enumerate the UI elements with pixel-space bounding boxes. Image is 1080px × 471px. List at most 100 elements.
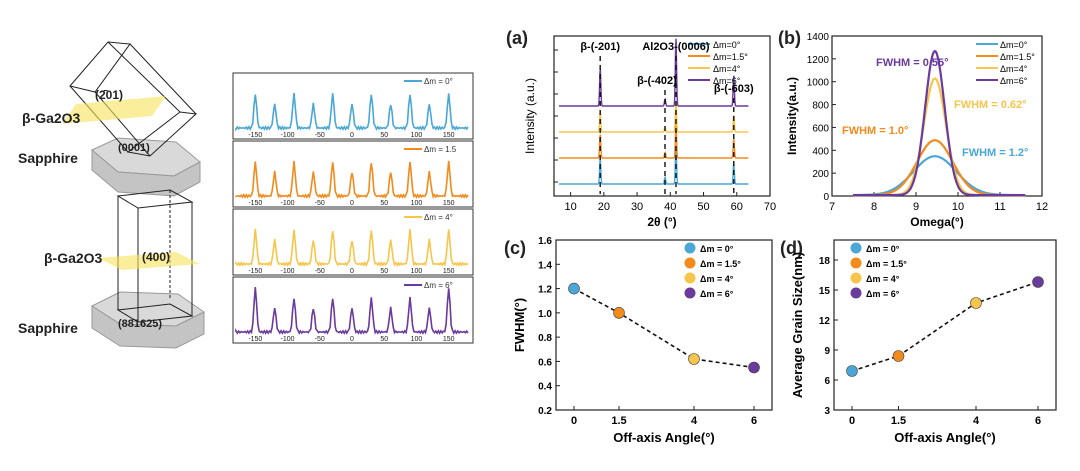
rc-y-tick-label: 400 <box>812 146 829 157</box>
rc-fwhm-annotation: FWHM = 0.62° <box>954 99 1027 111</box>
scatter-legend-marker <box>850 272 862 284</box>
top-substrate-shape <box>91 137 201 197</box>
scatter-x-tick-label: 1.5 <box>611 415 626 427</box>
rc-series-line <box>853 50 1026 197</box>
scatter-x-tick-label: 0 <box>849 415 855 427</box>
bottom-plane-highlight <box>98 252 200 270</box>
phi-tick-label: -100 <box>281 268 295 275</box>
phi-series-line <box>235 92 469 132</box>
scatter-y-tick-label: 9 <box>824 346 830 357</box>
top-layer-label: β-Ga2O3 <box>22 110 81 126</box>
rc-y-tick-label: 600 <box>812 123 829 134</box>
phi-tick-label: 50 <box>380 268 388 275</box>
rc-x-tick-label: 7 <box>829 201 835 213</box>
scatter-legend-marker <box>684 242 696 254</box>
panel-d-label: (d) <box>780 238 803 258</box>
scatter-y-tick-label: 12 <box>819 316 831 327</box>
rocking-curve-chart: 7 8 9 10 11 12 0 200 400 600 800 1000 1200 1400 Omega(… <box>786 32 1048 229</box>
scatter-x-tick-label: 6 <box>1035 415 1041 427</box>
top-plane-label: (2̄01) <box>95 88 124 102</box>
rc-x-tick-label: 9 <box>913 201 919 213</box>
xrd-chart: 10 20 30 40 50 60 70 2θ (°) Intensity (a.u.) Δm=0… <box>523 35 776 229</box>
phi-tick-label: -50 <box>315 200 325 207</box>
xrd-x-tick-label: 50 <box>697 201 709 213</box>
phi-tick-label: 50 <box>380 336 388 343</box>
xrd-x-tick-label: 40 <box>664 201 676 213</box>
scatter-legend-label: Δm = 4° <box>700 274 734 284</box>
crystal-schematic <box>62 41 205 349</box>
rc-y-tick-label: 1000 <box>807 78 830 89</box>
scatter-y-tick-label: 15 <box>819 286 831 297</box>
rc-legend-label: Δm=4° <box>1000 64 1028 74</box>
xrd-legend-label: Δm=0° <box>713 40 741 50</box>
scatter-y-tick-label: 3 <box>824 406 830 417</box>
scatter-legend-marker <box>850 287 862 299</box>
rc-y-axis-label: Intensity(a.u.) <box>786 77 799 155</box>
scatter-y-tick-label: 6 <box>824 376 830 387</box>
phi-tick-label: -150 <box>248 268 262 275</box>
xrd-legend-label: Δm=1.5° <box>713 52 748 62</box>
phi-tick-label: 100 <box>411 336 423 343</box>
xrd-legend-label: Δm=6° <box>713 76 741 86</box>
scatter-point <box>568 282 580 295</box>
scatter-point <box>748 361 760 374</box>
scatter-y-tick-label: 1.6 <box>538 236 552 247</box>
scatter-legend-marker <box>850 257 862 269</box>
rc-fwhm-annotation: FWHM = 0.55° <box>876 57 949 69</box>
top-substrate-plane-label: (0001) <box>118 142 150 154</box>
xrd-peak-label: Al2O3-(0006) <box>642 41 710 53</box>
scatter-point <box>970 297 982 309</box>
rc-y-tick-label: 1200 <box>807 55 830 66</box>
scatter-legend-marker <box>684 272 696 284</box>
phi-tick-label: 0 <box>350 336 354 343</box>
scatter-y-tick-label: 0.8 <box>538 333 552 344</box>
scatter-trend-line <box>573 287 755 369</box>
phi-legend-label: Δm = 1.5 <box>424 145 457 154</box>
scatter-y-tick-label: 0.4 <box>538 382 552 393</box>
rc-y-tick-label: 800 <box>812 101 829 112</box>
grain-size-chart: 0 1.5 4 6 3 6 9 12 15 18 Off-axis Angle(°) Average … <box>790 239 1057 445</box>
bottom-substrate-label: Sapphire <box>18 320 78 336</box>
scatter-legend-marker <box>850 242 862 254</box>
phi-legend-label: Δm = 0° <box>424 77 453 86</box>
phi-tick-label: -150 <box>248 200 262 207</box>
panel-a-label: (a) <box>506 28 528 48</box>
scatter-legend-label: Δm = 6° <box>700 289 734 299</box>
bottom-substrate-plane-label: (88̄1625) <box>118 318 163 330</box>
xrd-peak-label: β-(-402) <box>637 75 677 87</box>
top-plane-highlight <box>62 96 166 124</box>
xrd-x-tick-label: 70 <box>764 201 776 213</box>
rc-frame <box>831 35 1043 197</box>
scatter-point <box>613 307 625 319</box>
xrd-peak-label: β-(-201) <box>580 41 620 53</box>
panel-c-label: (c) <box>504 238 526 258</box>
rc-fwhm-annotation: FWHM = 1.2° <box>962 147 1028 159</box>
phi-tick-label: 50 <box>380 200 388 207</box>
scatter-point <box>1032 276 1044 288</box>
phi-tick-label: 150 <box>443 336 455 343</box>
scatter-y-axis-label: FWHM(°) <box>512 298 527 352</box>
phi-tick-label: 100 <box>411 200 423 207</box>
rc-fwhm-annotation: FWHM = 1.0° <box>842 125 908 137</box>
rc-y-tick-label: 1400 <box>807 32 830 43</box>
scatter-legend-label: Δm = 0° <box>866 244 900 254</box>
phi-tick-label: -50 <box>315 268 325 275</box>
scatter-x-tick-label: 1.5 <box>891 415 906 427</box>
xrd-x-tick-label: 30 <box>631 201 643 213</box>
scatter-legend-label: Δm = 6° <box>866 289 900 299</box>
scatter-x-tick-label: 0 <box>571 415 577 427</box>
xrd-y-axis-label: Intensity (a.u.) <box>523 78 537 154</box>
rc-legend-label: Δm=1.5° <box>1000 52 1035 62</box>
xrd-peak-label: β-(-603) <box>714 83 754 95</box>
bottom-plane-label: (400) <box>142 250 171 264</box>
xrd-x-tick-label: 60 <box>731 201 743 213</box>
scatter-legend-label: Δm = 0° <box>700 244 734 254</box>
scatter-legend-label: Δm = 1.5° <box>700 259 741 269</box>
scatter-legend-marker <box>684 257 696 269</box>
phi-tick-label: 0 <box>350 200 354 207</box>
phi-tick-label: 150 <box>443 132 455 139</box>
phi-tick-label: 0 <box>350 132 354 139</box>
bottom-layer-label: β-Ga2O3 <box>44 250 103 266</box>
phi-series-line <box>235 287 469 336</box>
scatter-legend-marker <box>684 287 696 299</box>
